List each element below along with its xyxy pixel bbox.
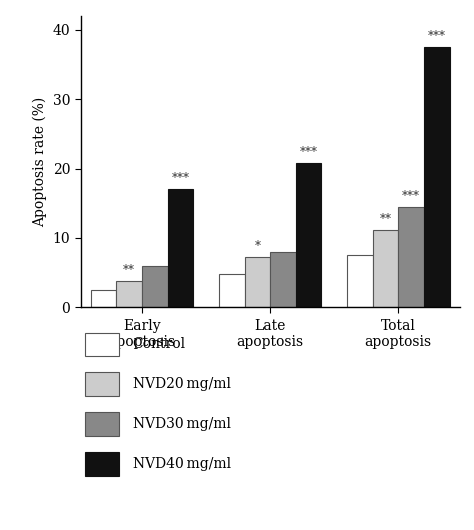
Y-axis label: Apoptosis rate (%): Apoptosis rate (%) [33, 96, 47, 227]
Text: NVD20 mg/ml: NVD20 mg/ml [133, 377, 231, 391]
Text: ***: *** [402, 190, 420, 202]
Bar [424, 47, 449, 307]
Text: ***: *** [300, 146, 318, 159]
Text: ***: *** [428, 30, 446, 43]
Text: **: ** [123, 264, 135, 277]
Bar [91, 290, 117, 307]
Bar [296, 163, 321, 307]
Text: **: ** [380, 213, 392, 225]
Text: NVD30 mg/ml: NVD30 mg/ml [133, 417, 231, 431]
Text: Control: Control [133, 338, 186, 351]
Text: ***: *** [172, 172, 190, 185]
Text: *: * [255, 240, 260, 253]
Bar [142, 266, 168, 307]
Bar [245, 258, 270, 307]
Bar [117, 281, 142, 307]
Bar [373, 229, 398, 307]
Bar [347, 255, 373, 307]
Bar [270, 252, 296, 307]
Bar [219, 274, 245, 307]
Bar [168, 189, 193, 307]
Bar [398, 207, 424, 307]
Text: NVD40 mg/ml: NVD40 mg/ml [133, 457, 231, 471]
